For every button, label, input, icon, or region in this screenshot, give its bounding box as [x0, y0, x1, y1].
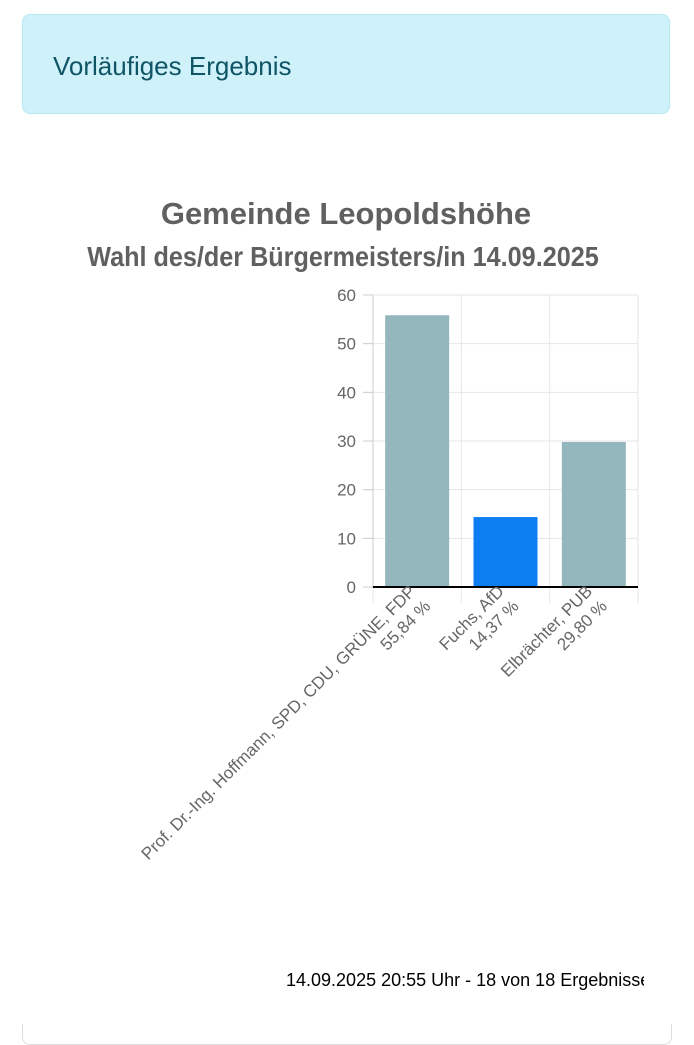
y-tick-label: 40 — [337, 383, 356, 402]
chart-subtitle: Wahl des/der Bürgermeisters/in 14.09.202… — [87, 241, 599, 273]
y-tick-label: 60 — [337, 286, 356, 305]
bar[interactable] — [473, 517, 538, 587]
bar[interactable] — [561, 441, 626, 587]
chart-bars — [385, 315, 626, 587]
y-tick-label: 20 — [337, 481, 356, 500]
chart-title: Gemeinde Leopoldshöhe — [161, 196, 531, 231]
y-tick-label: 30 — [337, 432, 356, 451]
status-alert: Vorläufiges Ergebnis — [22, 14, 670, 114]
chart-labels: 0 10 20 30 40 50 60 Prof. Dr.-Ing. Hoffmann, SP… — [138, 286, 611, 864]
update-timestamp: 14.09.2025 20:55 Uhr - 18 von 18 Ergebni… — [286, 970, 644, 990]
y-tick-label: 50 — [337, 335, 356, 354]
chart-axes — [363, 294, 638, 588]
y-tick-label: 10 — [337, 529, 356, 548]
results-chart: Gemeinde Leopoldshöhe Wahl des/der Bürge… — [87, 196, 639, 864]
y-tick-label: 0 — [347, 578, 356, 597]
status-alert-text: Vorläufiges Ergebnis — [53, 51, 292, 81]
candidate-name-label: Prof. Dr.-Ing. Hoffmann, SPD, CDU, GRÜNE… — [138, 582, 420, 864]
bar[interactable] — [385, 315, 450, 587]
x-category-label: Prof. Dr.-Ing. Hoffmann, SPD, CDU, GRÜNE… — [138, 582, 435, 864]
